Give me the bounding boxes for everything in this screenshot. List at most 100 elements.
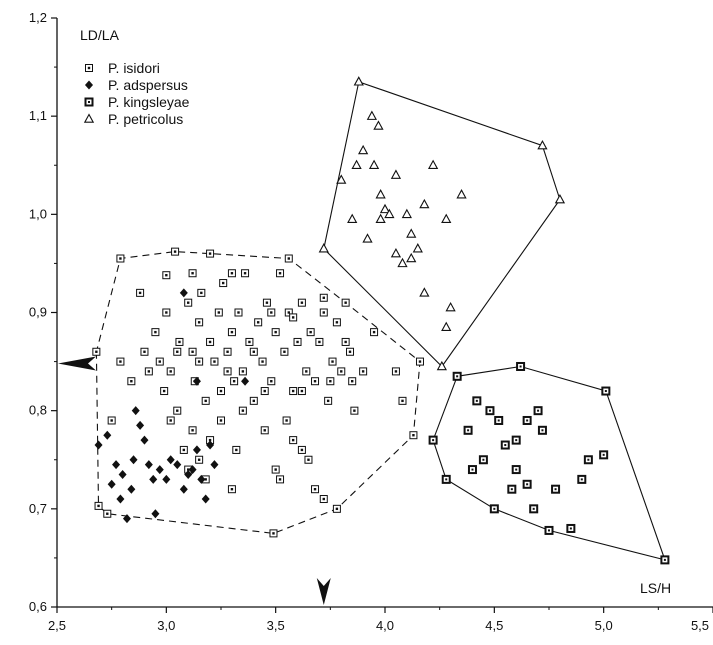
legend-entry: P. kingsleyae — [108, 94, 190, 110]
data-point — [197, 474, 206, 484]
data-point-dot — [182, 448, 186, 452]
data-point-dot — [176, 350, 179, 353]
data-point-dot — [191, 272, 194, 275]
data-point-dot — [526, 419, 529, 422]
data-point-dot — [344, 301, 347, 304]
data-point-dot — [285, 419, 288, 422]
data-point-dot — [322, 296, 325, 299]
data-point — [136, 420, 145, 430]
data-point-dot — [232, 380, 236, 383]
data-point-dot — [372, 330, 376, 334]
data-point-dot — [154, 330, 157, 334]
data-point-dot — [510, 488, 513, 491]
y-tick-label: 1,0 — [29, 206, 47, 221]
data-point-dot — [497, 419, 500, 422]
data-point-dot — [204, 478, 207, 481]
y-tick-label: 0,8 — [29, 403, 47, 418]
data-point-dot — [432, 439, 435, 442]
data-point-dot — [278, 272, 282, 275]
hull-p--petricolus — [323, 81, 561, 368]
data-point — [144, 460, 153, 470]
data-point-dot — [252, 350, 255, 353]
data-point-dot — [230, 330, 234, 334]
data-point-dot — [313, 488, 317, 491]
data-point-dot — [329, 380, 332, 383]
data-point — [151, 509, 160, 519]
data-point-dot — [230, 488, 234, 491]
data-point — [406, 228, 417, 238]
data-point-dot — [208, 340, 212, 344]
data-point — [419, 287, 430, 297]
data-point-dot — [230, 272, 234, 275]
data-point — [210, 460, 219, 470]
data-point — [419, 198, 430, 209]
data-point-dot — [537, 409, 540, 412]
axis-titles: LD/LA LS/H — [80, 27, 671, 596]
y-tick-label: 1,2 — [29, 10, 47, 25]
data-point-dot — [335, 507, 339, 511]
data-point — [318, 243, 329, 253]
data-point — [118, 469, 127, 479]
data-point-dot — [265, 301, 269, 304]
legend-entry: P. isidori — [108, 60, 160, 76]
y-tick-label: 0,7 — [29, 501, 47, 516]
data-point-dot — [187, 301, 190, 304]
data-point-dot — [580, 478, 583, 481]
data-point-dot — [162, 389, 166, 393]
data-point — [373, 120, 384, 130]
data-point-dot — [165, 273, 168, 277]
data-point — [375, 213, 386, 223]
data-point-dot — [488, 409, 491, 412]
x-tick-label: 2,5 — [48, 618, 66, 633]
data-point-dot — [300, 389, 304, 393]
data-point-dot — [138, 291, 142, 295]
data-point-dot — [272, 532, 275, 535]
series-p--isidori — [92, 247, 424, 538]
data-point-dot — [418, 360, 422, 363]
data-point — [192, 376, 201, 386]
legend-entry: P. adspersus — [108, 77, 188, 93]
y-axis-label: LD/LA — [80, 27, 120, 43]
data-point — [112, 460, 121, 470]
axes: 2,5 3,0 3,5 4,0 4,5 5,0 5,5 0,6 0,7 0,8 0,9 1,0 1,1 1… — [29, 10, 713, 633]
series-p--petricolus — [318, 76, 566, 371]
arrows — [58, 356, 331, 605]
data-point-dot — [173, 250, 177, 253]
data-point — [456, 189, 467, 199]
data-point-dot — [300, 448, 304, 452]
data-point-dot — [191, 429, 194, 432]
data-point — [155, 465, 164, 475]
data-point — [397, 257, 408, 268]
data-point — [390, 247, 402, 258]
data-point-dot — [318, 340, 321, 344]
data-point-dot — [110, 419, 113, 422]
data-point — [362, 233, 373, 243]
data-point — [445, 301, 456, 312]
data-point — [406, 252, 417, 263]
x-tick-label: 4,0 — [376, 618, 394, 633]
data-point — [107, 479, 116, 489]
data-point — [441, 213, 452, 223]
y-tick-label: 0,9 — [29, 305, 47, 320]
data-point-dot — [394, 370, 398, 373]
x-tick-label: 3,5 — [267, 618, 285, 633]
data-point — [162, 474, 171, 484]
data-point — [401, 208, 412, 219]
data-point-dot — [119, 360, 122, 363]
data-point-dot — [226, 350, 229, 353]
data-point-dot — [361, 370, 365, 373]
data-point-dot — [604, 390, 607, 393]
data-point-dot — [204, 399, 207, 403]
x-tick-label: 5,0 — [595, 618, 613, 633]
data-point — [375, 189, 386, 199]
data-point-dot — [217, 311, 221, 314]
data-point-dot — [178, 340, 181, 344]
data-point — [103, 430, 112, 440]
data-point-dot — [587, 458, 590, 461]
data-point-dot — [467, 429, 470, 432]
data-point-dot — [340, 370, 343, 373]
data-point-dot — [663, 558, 666, 561]
data-point-dot — [291, 389, 295, 393]
data-point — [436, 360, 447, 371]
